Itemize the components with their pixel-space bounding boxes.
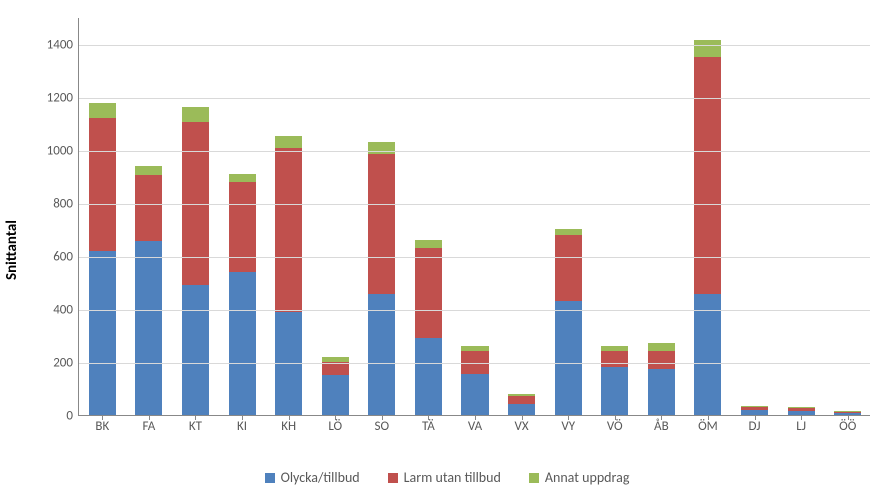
bar	[368, 142, 395, 415]
bar-segment	[229, 174, 256, 182]
x-tick-label: LÖ	[328, 415, 342, 434]
grid-line	[79, 151, 870, 152]
y-tick-label: 1000	[47, 143, 79, 158]
bar	[275, 136, 302, 415]
bar-segment	[135, 241, 162, 415]
x-tick-label: ÅB	[654, 415, 669, 434]
grid-line	[79, 98, 870, 99]
legend-item: Larm utan tillbud	[388, 469, 501, 486]
bar	[741, 406, 768, 415]
y-tick-label: 1400	[47, 37, 79, 52]
x-tick-label: LJ	[796, 415, 806, 434]
legend-swatch	[529, 473, 539, 483]
bar-segment	[322, 375, 349, 415]
y-tick-label: 400	[53, 302, 79, 317]
legend-label: Annat uppdrag	[545, 469, 630, 486]
bar-segment	[648, 351, 675, 368]
grid-line	[79, 257, 870, 258]
bar-segment	[368, 142, 395, 154]
bar-segment	[415, 240, 442, 248]
x-tick-label: KT	[189, 415, 202, 434]
bar-segment	[229, 272, 256, 415]
y-tick-label: 0	[66, 409, 79, 424]
x-tick-label: FA	[142, 415, 155, 434]
bar	[322, 357, 349, 415]
bar-segment	[368, 294, 395, 415]
x-tick-label: VA	[468, 415, 482, 434]
bar-segment	[182, 285, 209, 415]
y-tick-label: 600	[53, 249, 79, 264]
x-tick-label: BK	[95, 415, 109, 434]
bar	[648, 343, 675, 415]
x-tick-label: VX	[515, 415, 529, 434]
legend-item: Annat uppdrag	[529, 469, 630, 486]
bar-segment	[229, 182, 256, 272]
bar-segment	[508, 396, 535, 404]
bar-segment	[322, 362, 349, 375]
x-tick-label: KH	[281, 415, 296, 434]
bar-segment	[555, 301, 582, 415]
bar-segment	[415, 338, 442, 415]
bar	[788, 407, 815, 415]
bar-segment	[89, 118, 116, 251]
bar-segment	[555, 235, 582, 301]
grid-line	[79, 310, 870, 311]
legend: Olycka/tillbud Larm utan tillbud Annat upp…	[0, 469, 894, 486]
legend-item: Olycka/tillbud	[265, 469, 360, 486]
stacked-bar-chart: Snittantal 0200400600800100012001400BKFA…	[0, 0, 894, 500]
bar	[694, 40, 721, 415]
bar-segment	[368, 154, 395, 295]
x-tick-label: SO	[375, 415, 390, 434]
plot-area: 0200400600800100012001400BKFAKTKIKHLÖSOT…	[78, 18, 870, 416]
bar-segment	[694, 294, 721, 415]
bar-segment	[601, 351, 628, 367]
legend-swatch	[388, 473, 398, 483]
grid-line	[79, 363, 870, 364]
bars-container	[79, 18, 870, 415]
bar	[461, 346, 488, 415]
bar-segment	[694, 40, 721, 57]
grid-line	[79, 204, 870, 205]
bar-segment	[415, 248, 442, 338]
y-tick-label: 200	[53, 355, 79, 370]
bar-segment	[275, 136, 302, 148]
bar-segment	[135, 166, 162, 175]
y-tick-label: 1200	[47, 90, 79, 105]
legend-label: Olycka/tillbud	[281, 469, 360, 486]
legend-swatch	[265, 473, 275, 483]
legend-label: Larm utan tillbud	[404, 469, 501, 486]
x-tick-label: TÄ	[422, 415, 435, 434]
x-tick-label: ÖM	[698, 415, 718, 434]
bar-segment	[508, 404, 535, 415]
x-tick-label: VÖ	[607, 415, 623, 434]
grid-line	[79, 45, 870, 46]
bar-segment	[461, 374, 488, 415]
bar	[229, 174, 256, 415]
bar-segment	[648, 343, 675, 351]
bar	[182, 107, 209, 415]
bar-segment	[648, 369, 675, 415]
y-tick-label: 800	[53, 196, 79, 211]
y-axis-label: Snittantal	[3, 220, 21, 280]
x-tick-label: DJ	[749, 415, 761, 434]
bar	[601, 346, 628, 415]
x-tick-label: VY	[561, 415, 575, 434]
bar-segment	[601, 367, 628, 415]
x-tick-label: ÖÖ	[839, 415, 856, 434]
bar-segment	[182, 107, 209, 122]
bar-segment	[89, 251, 116, 416]
bar	[415, 240, 442, 415]
bar-segment	[135, 175, 162, 241]
bar-segment	[694, 57, 721, 294]
bar-segment	[89, 103, 116, 118]
bar	[508, 394, 535, 415]
bar-segment	[275, 148, 302, 311]
x-tick-label: KI	[237, 415, 247, 434]
